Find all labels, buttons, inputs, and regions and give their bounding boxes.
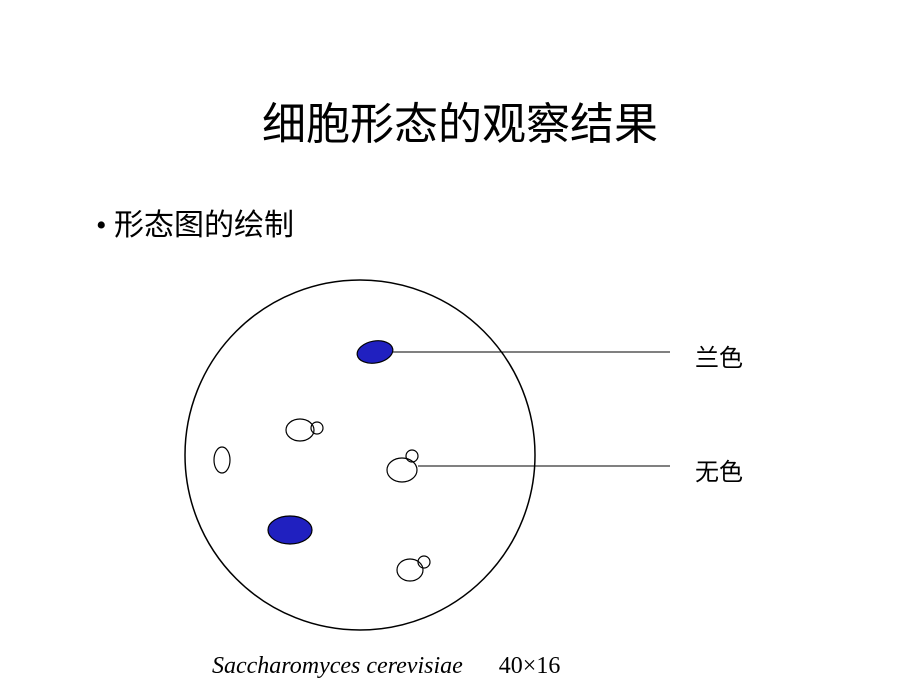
label-blue: 兰色 xyxy=(695,338,743,373)
caption-spacer xyxy=(469,653,493,679)
label-blue-text: 兰色 xyxy=(695,346,743,372)
bullet-item: 形态图的绘制 xyxy=(96,200,294,244)
caption: Saccharomyces cerevisiae 40×16 xyxy=(212,653,560,680)
title-text: 细胞形态的观察结果 xyxy=(262,100,658,149)
label-colorless-text: 无色 xyxy=(695,460,743,486)
slide-title: 细胞形态的观察结果 xyxy=(0,88,920,152)
cell-diagram xyxy=(150,270,710,670)
label-colorless: 无色 xyxy=(695,452,743,487)
species-name: Saccharomyces cerevisiae xyxy=(212,653,463,679)
bullet-text: 形态图的绘制 xyxy=(114,209,294,242)
magnification: 40×16 xyxy=(499,653,561,679)
